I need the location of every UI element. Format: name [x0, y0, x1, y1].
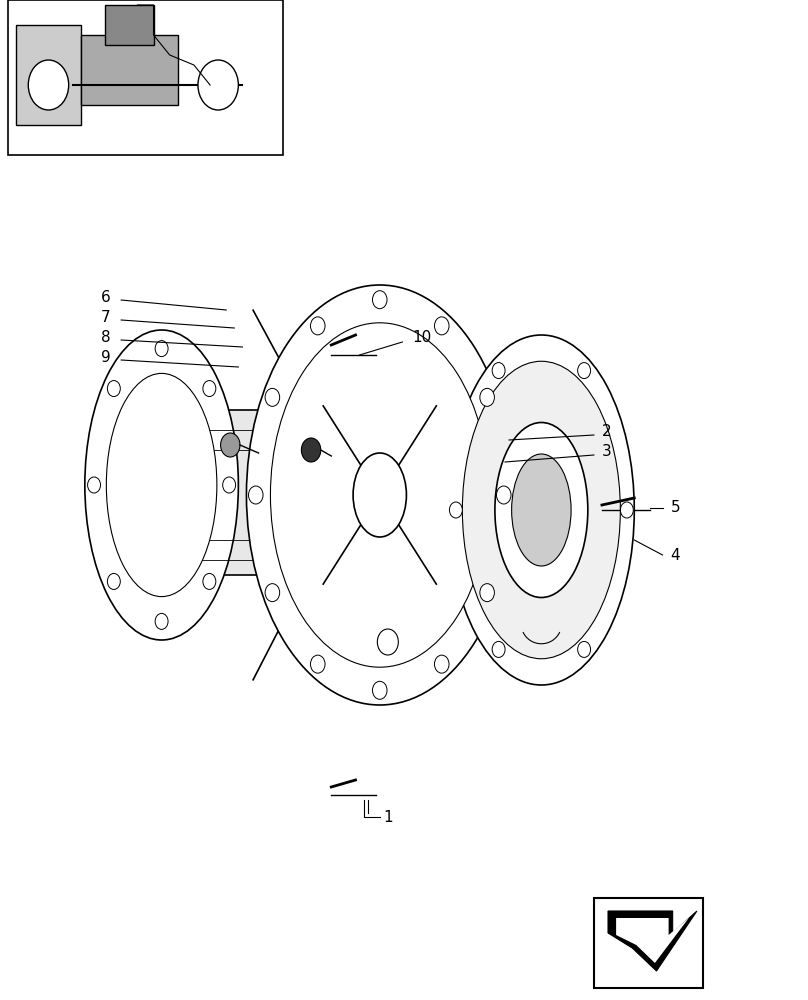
Bar — [8, 0, 283, 155]
Circle shape — [578, 363, 591, 379]
Circle shape — [496, 486, 511, 504]
Text: 10: 10 — [412, 330, 431, 346]
Circle shape — [87, 477, 100, 493]
Circle shape — [372, 681, 387, 699]
FancyBboxPatch shape — [16, 25, 81, 125]
Circle shape — [435, 655, 449, 673]
Circle shape — [372, 291, 387, 309]
Text: 1: 1 — [384, 810, 393, 824]
Ellipse shape — [462, 361, 621, 659]
Bar — [594, 898, 703, 988]
Circle shape — [203, 573, 216, 589]
Ellipse shape — [246, 285, 513, 705]
Polygon shape — [616, 918, 688, 963]
Circle shape — [621, 502, 633, 518]
Circle shape — [492, 363, 505, 379]
Text: 4: 4 — [671, 548, 680, 562]
Bar — [81, 35, 178, 105]
Ellipse shape — [353, 453, 406, 537]
Ellipse shape — [448, 335, 634, 685]
Text: 6: 6 — [101, 290, 111, 306]
Ellipse shape — [271, 323, 489, 667]
Circle shape — [310, 655, 325, 673]
Ellipse shape — [511, 454, 571, 566]
Circle shape — [155, 613, 168, 629]
Ellipse shape — [107, 373, 217, 597]
Bar — [162, 410, 339, 575]
Circle shape — [265, 584, 280, 602]
Circle shape — [449, 502, 462, 518]
Text: 8: 8 — [101, 330, 111, 346]
Text: 9: 9 — [101, 351, 111, 365]
Circle shape — [28, 60, 69, 110]
Text: 7: 7 — [101, 310, 111, 326]
FancyBboxPatch shape — [105, 5, 154, 45]
Circle shape — [377, 629, 398, 655]
Circle shape — [480, 584, 494, 602]
Circle shape — [578, 641, 591, 657]
Circle shape — [265, 388, 280, 406]
Circle shape — [310, 317, 325, 335]
Text: 5: 5 — [671, 500, 680, 516]
Text: 2: 2 — [602, 424, 612, 440]
Circle shape — [249, 486, 263, 504]
Polygon shape — [608, 911, 697, 971]
Circle shape — [155, 341, 168, 357]
Circle shape — [221, 433, 240, 457]
Circle shape — [198, 60, 238, 110]
Circle shape — [107, 381, 120, 397]
Circle shape — [223, 477, 236, 493]
Ellipse shape — [85, 330, 238, 640]
Circle shape — [107, 573, 120, 589]
Circle shape — [301, 438, 321, 462]
Circle shape — [492, 641, 505, 657]
Circle shape — [480, 388, 494, 406]
Ellipse shape — [494, 422, 588, 597]
Text: 3: 3 — [602, 444, 612, 460]
Circle shape — [435, 317, 449, 335]
Circle shape — [203, 381, 216, 397]
